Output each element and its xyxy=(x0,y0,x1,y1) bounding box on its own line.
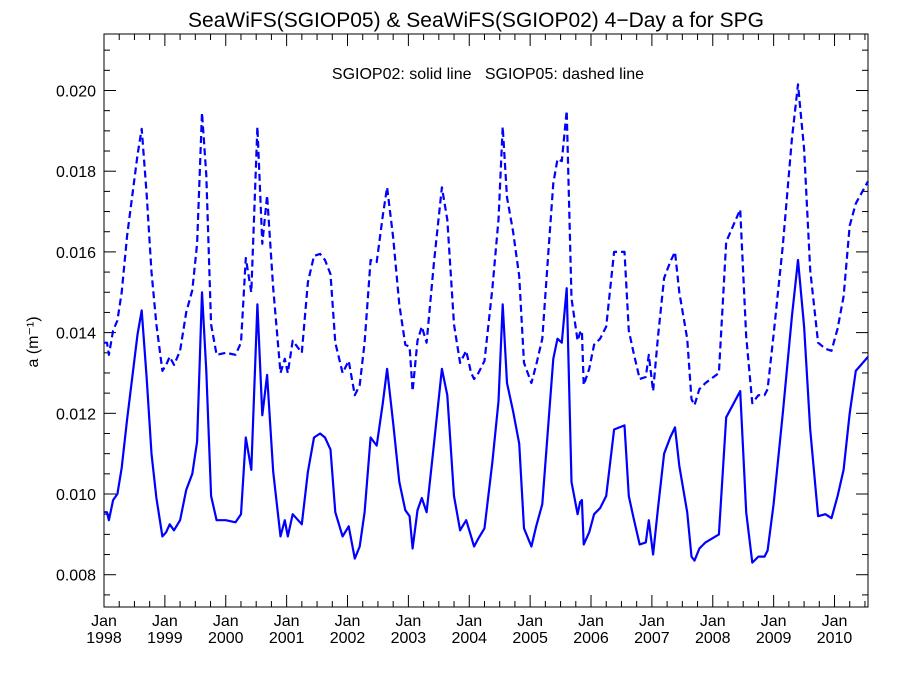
x-tick-year-label: 2006 xyxy=(573,630,609,647)
y-tick-label: 0.020 xyxy=(56,83,96,100)
x-tick-year-label: 2001 xyxy=(269,630,305,647)
x-tick-month-label: Jan xyxy=(822,613,848,630)
x-tick-year-label: 2004 xyxy=(451,630,487,647)
series-line-sgiop05 xyxy=(104,83,869,407)
x-tick-year-label: 2008 xyxy=(695,630,731,647)
plot-area: 0.0080.0100.0120.0140.0160.0180.020Jan19… xyxy=(56,33,869,647)
x-tick-month-label: Jan xyxy=(274,613,300,630)
x-tick-month-label: Jan xyxy=(152,613,178,630)
x-tick-year-label: 2010 xyxy=(817,630,853,647)
y-tick-label: 0.016 xyxy=(56,245,96,262)
x-tick-month-label: Jan xyxy=(578,613,604,630)
x-tick-month-label: Jan xyxy=(700,613,726,630)
x-tick-year-label: 2002 xyxy=(330,630,366,647)
x-tick-year-label: 2000 xyxy=(208,630,244,647)
y-tick-label: 0.018 xyxy=(56,164,96,181)
x-tick-year-label: 2007 xyxy=(634,630,670,647)
x-tick-month-label: Jan xyxy=(761,613,787,630)
x-tick-month-label: Jan xyxy=(456,613,482,630)
x-tick-year-label: 1998 xyxy=(86,630,122,647)
x-tick-year-label: 2005 xyxy=(512,630,548,647)
y-axis-label-text: a (m⁻¹) xyxy=(25,316,42,367)
x-tick-year-label: 2003 xyxy=(391,630,427,647)
x-tick-month-label: Jan xyxy=(213,613,239,630)
chart-title: SeaWiFS(SGIOP05) & SeaWiFS(SGIOP02) 4−Da… xyxy=(188,9,764,32)
y-tick-label: 0.012 xyxy=(56,406,96,423)
x-tick-month-label: Jan xyxy=(395,613,421,630)
x-tick-month-label: Jan xyxy=(639,613,665,630)
y-axis-label: a (m⁻¹) xyxy=(25,316,42,367)
plot-frame xyxy=(103,33,869,608)
x-tick-month-label: Jan xyxy=(517,613,543,630)
x-tick-month-label: Jan xyxy=(335,613,361,630)
x-tick-year-label: 1999 xyxy=(147,630,183,647)
line-style-annotation: SGIOP02: solid line SGIOP05: dashed line xyxy=(332,66,644,83)
x-tick-month-label: Jan xyxy=(91,613,117,630)
y-tick-label: 0.008 xyxy=(56,568,96,585)
series-line-sgiop02 xyxy=(104,258,869,564)
y-tick-label: 0.010 xyxy=(56,487,96,504)
x-tick-year-label: 2009 xyxy=(756,630,792,647)
y-tick-label: 0.014 xyxy=(56,326,96,343)
